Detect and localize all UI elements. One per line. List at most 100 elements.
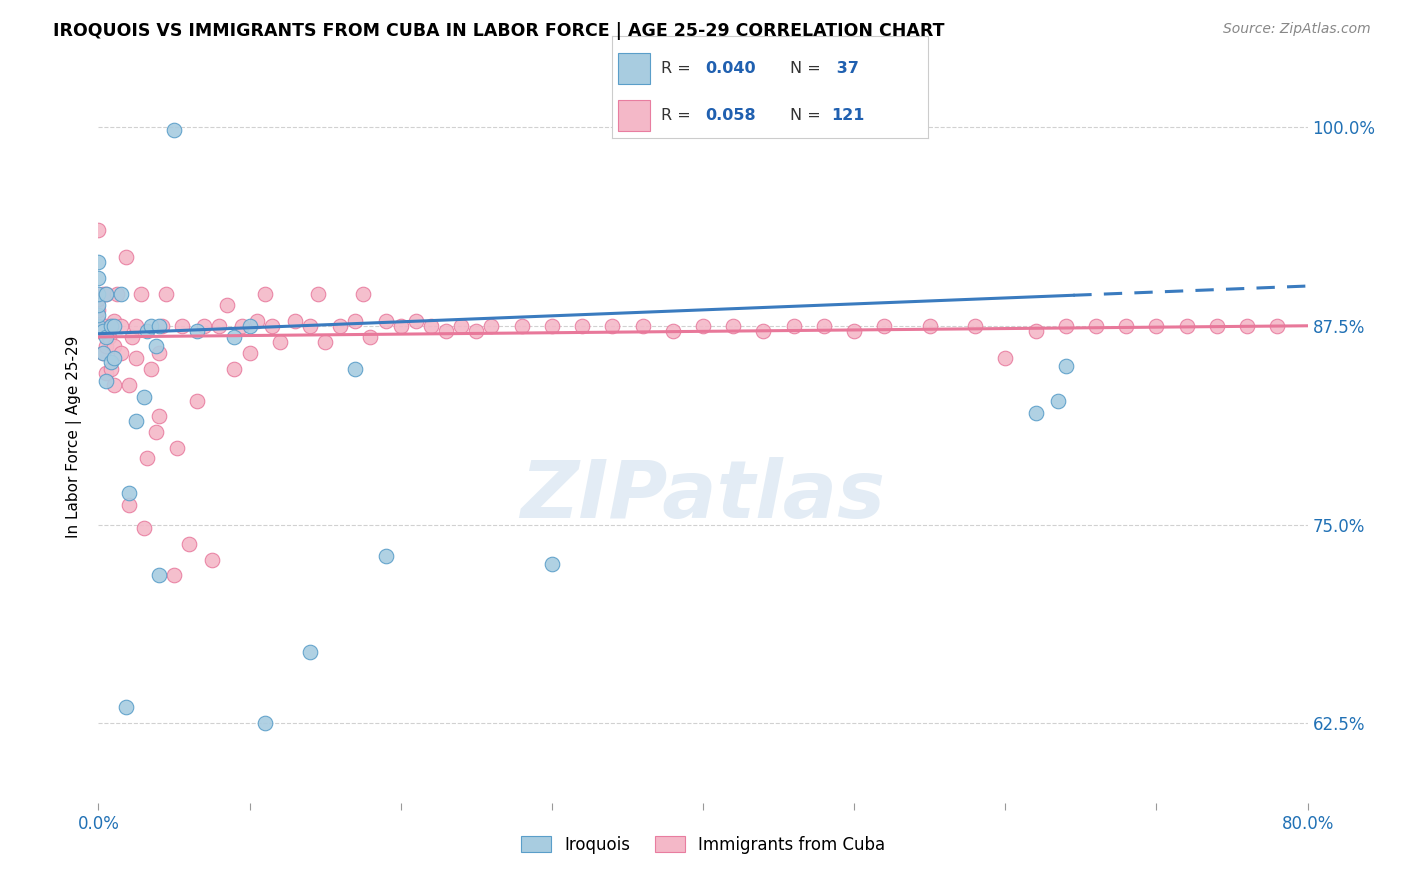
Text: R =: R =: [661, 61, 696, 76]
Point: [94, 287, 117, 301]
Point: [253, 716, 276, 731]
Point: [1175, 318, 1198, 333]
Point: [94, 318, 117, 333]
Point: [94, 287, 117, 301]
Text: N =: N =: [790, 108, 827, 123]
Point: [723, 318, 745, 333]
Point: [94, 375, 117, 389]
Point: [132, 390, 155, 404]
Point: [141, 318, 163, 333]
Point: [360, 330, 382, 344]
Point: [186, 393, 208, 408]
Point: [100, 318, 122, 333]
Point: [91, 346, 114, 360]
Point: [844, 324, 866, 338]
Point: [965, 318, 987, 333]
Point: [1206, 318, 1229, 333]
Point: [87, 271, 110, 285]
Point: [103, 351, 125, 365]
Point: [170, 318, 193, 333]
Point: [148, 409, 170, 424]
Point: [262, 318, 284, 333]
Point: [994, 351, 1017, 365]
Point: [193, 318, 215, 333]
Point: [163, 568, 186, 582]
Point: [1054, 318, 1077, 333]
Point: [374, 549, 396, 564]
Point: [307, 287, 329, 301]
Point: [148, 568, 170, 582]
FancyBboxPatch shape: [619, 54, 650, 84]
Point: [87, 302, 110, 317]
Point: [1115, 318, 1137, 333]
Text: 37: 37: [831, 61, 859, 76]
Point: [121, 330, 143, 344]
Point: [201, 552, 224, 566]
Point: [87, 308, 110, 322]
Point: [103, 339, 125, 353]
Point: [253, 287, 276, 301]
Point: [118, 377, 141, 392]
Point: [1054, 359, 1077, 373]
Point: [125, 414, 148, 428]
Point: [434, 324, 457, 338]
Text: Source: ZipAtlas.com: Source: ZipAtlas.com: [1223, 22, 1371, 37]
Point: [100, 355, 122, 369]
Point: [752, 324, 775, 338]
Point: [239, 318, 262, 333]
Point: [94, 330, 117, 344]
Point: [1144, 318, 1167, 333]
Point: [510, 318, 533, 333]
Point: [246, 314, 269, 328]
Point: [91, 324, 114, 338]
FancyBboxPatch shape: [619, 100, 650, 131]
Point: [1085, 318, 1108, 333]
Point: [87, 314, 110, 328]
Point: [1267, 318, 1289, 333]
Point: [420, 318, 443, 333]
Point: [179, 536, 201, 550]
Point: [374, 314, 396, 328]
Point: [1024, 324, 1046, 338]
Point: [87, 292, 110, 306]
Point: [208, 318, 231, 333]
Point: [631, 318, 654, 333]
Point: [125, 318, 148, 333]
Point: [118, 485, 141, 500]
Y-axis label: In Labor Force | Age 25-29: In Labor Force | Age 25-29: [66, 336, 83, 538]
Text: R =: R =: [661, 108, 696, 123]
Point: [344, 361, 367, 376]
Point: [110, 346, 132, 360]
Point: [540, 558, 562, 572]
Point: [450, 318, 472, 333]
Point: [135, 450, 157, 465]
Point: [1024, 406, 1046, 420]
Point: [132, 521, 155, 535]
Point: [98, 330, 121, 344]
Point: [166, 441, 188, 455]
Point: [389, 318, 412, 333]
Point: [87, 223, 110, 237]
Text: 0.040: 0.040: [704, 61, 755, 76]
Point: [231, 318, 253, 333]
Point: [91, 287, 114, 301]
Point: [314, 334, 336, 349]
Point: [91, 346, 114, 360]
Text: ZIPatlas: ZIPatlas: [520, 457, 886, 534]
Point: [94, 339, 117, 353]
Point: [114, 700, 136, 714]
Point: [125, 351, 148, 365]
Point: [540, 318, 562, 333]
Point: [148, 346, 170, 360]
Point: [783, 318, 806, 333]
Point: [141, 361, 163, 376]
Point: [105, 287, 128, 301]
Point: [873, 318, 896, 333]
Point: [352, 287, 374, 301]
Point: [87, 298, 110, 312]
Point: [163, 123, 186, 137]
Point: [114, 251, 136, 265]
Point: [571, 318, 593, 333]
Point: [1236, 318, 1258, 333]
Point: [87, 324, 110, 338]
